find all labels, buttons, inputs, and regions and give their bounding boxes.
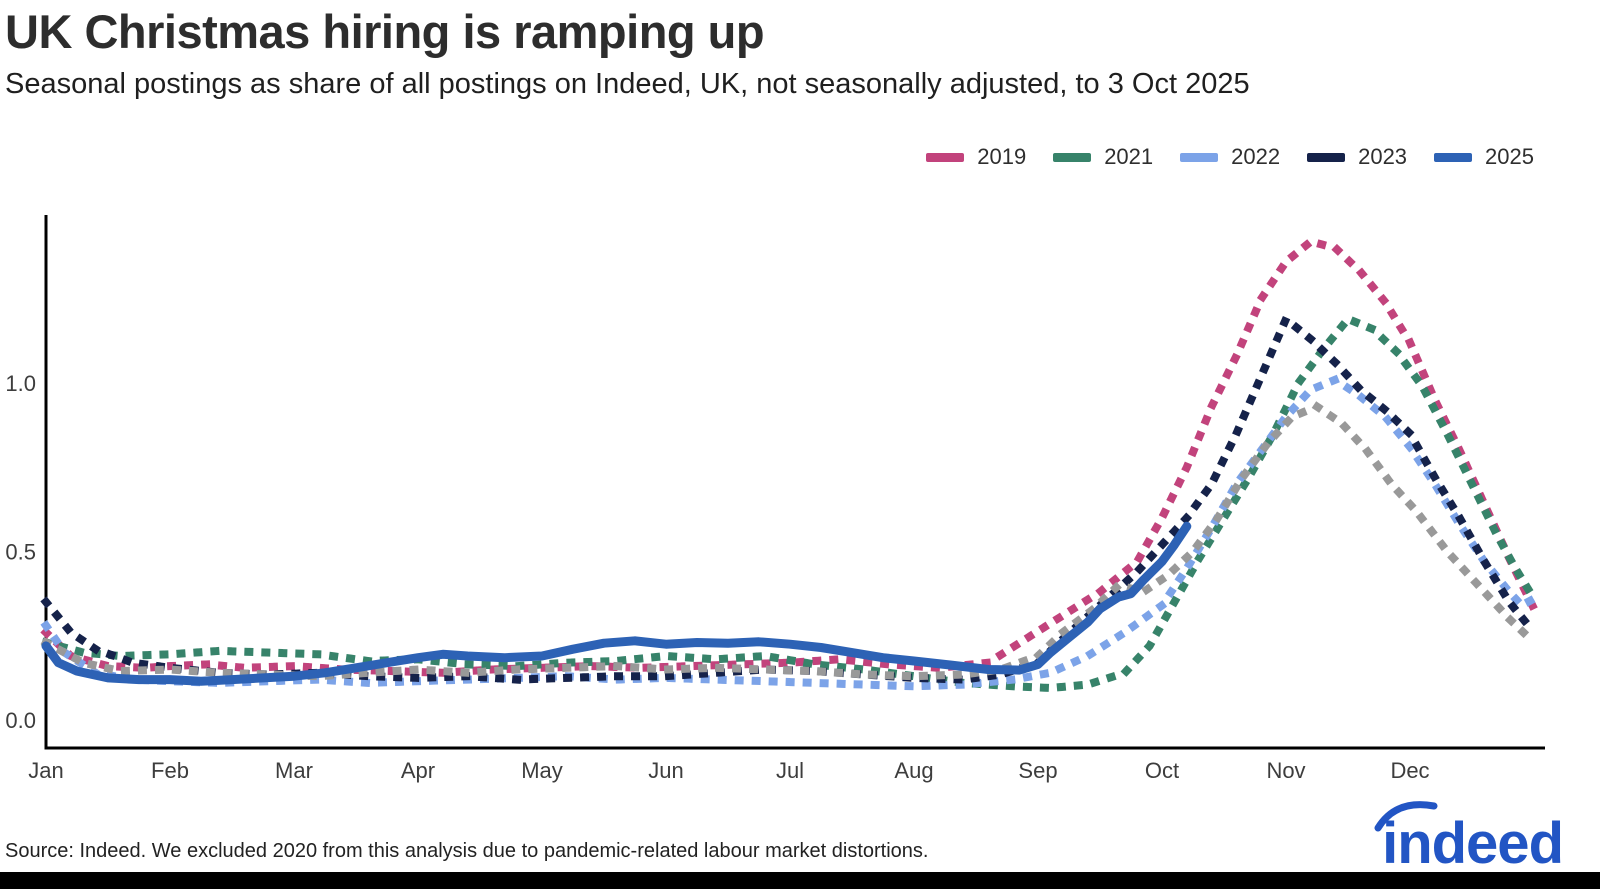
indeed-logo: indeed [1374, 800, 1564, 876]
x-tick-label-Feb: Feb [151, 758, 189, 783]
y-tick-label-0.0: 0.0 [5, 708, 36, 733]
legend-item-2025: 2025 [1434, 144, 1534, 170]
indeed-logo-swoosh-icon [1374, 800, 1438, 832]
x-tick-label-Mar: Mar [275, 758, 313, 783]
bottom-bar [0, 872, 1600, 889]
x-tick-label-May: May [521, 758, 563, 783]
x-tick-label-Oct: Oct [1145, 758, 1179, 783]
page-title: UK Christmas hiring is ramping up [5, 5, 765, 58]
legend-swatch-2019 [926, 152, 965, 162]
x-tick-label-Sep: Sep [1018, 758, 1057, 783]
x-tick-label-Nov: Nov [1266, 758, 1305, 783]
legend: 2019 2021 2022 2023 2025 [926, 144, 1534, 170]
legend-item-2021: 2021 [1053, 144, 1153, 170]
x-tick-label-Jul: Jul [776, 758, 804, 783]
x-tick-label-Jun: Jun [648, 758, 683, 783]
legend-swatch-2022 [1180, 152, 1219, 162]
x-tick-label-Aug: Aug [894, 758, 933, 783]
legend-swatch-2021 [1053, 152, 1092, 162]
legend-label: 2023 [1358, 144, 1408, 169]
series-line-unlabeled (gray) [40, 402, 1540, 681]
legend-label: 2021 [1104, 144, 1154, 169]
legend-swatch-2023 [1307, 152, 1346, 162]
legend-swatch-2025 [1434, 152, 1473, 162]
chart-subtitle: Seasonal postings as share of all postin… [5, 68, 1250, 100]
x-tick-label-Dec: Dec [1390, 758, 1429, 783]
source-note: Source: Indeed. We excluded 2020 from th… [5, 840, 929, 862]
legend-item-2022: 2022 [1180, 144, 1280, 170]
x-tick-label-Apr: Apr [401, 758, 435, 783]
series-line-2019 [40, 237, 1540, 677]
legend-label: 2022 [1231, 144, 1281, 169]
indeed-logo-text: indeed [1382, 810, 1564, 876]
y-tick-label-1.0: 1.0 [5, 371, 36, 396]
series-line-2021 [41, 314, 1540, 693]
legend-label: 2025 [1485, 144, 1534, 169]
legend-item-2023: 2023 [1307, 144, 1407, 170]
legend-label: 2019 [977, 144, 1027, 169]
legend-item-2019: 2019 [926, 144, 1026, 170]
seasonal-postings-line-chart: 0.0 0.5 1.0 Jan Feb Mar Apr May Jun Jul Aug Sep Oct N… [5, 215, 1545, 783]
series-line-2023 [40, 312, 1540, 684]
series-line-2025 [41, 521, 1192, 686]
x-tick-label-Jan: Jan [28, 758, 63, 783]
y-tick-label-0.5: 0.5 [5, 540, 36, 565]
